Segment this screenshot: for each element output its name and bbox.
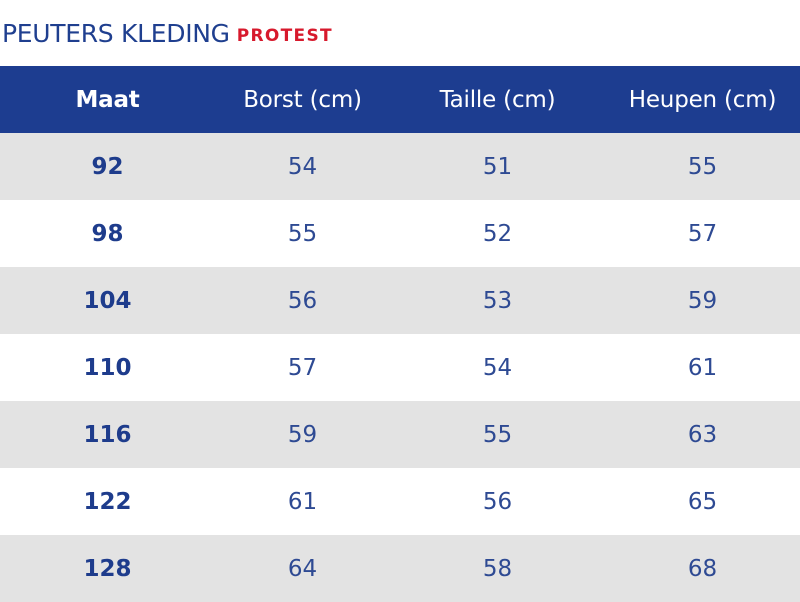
size-cell: 122	[83, 488, 132, 515]
heupen-cell: 61	[687, 354, 718, 381]
heupen-cell: 63	[687, 421, 718, 448]
taille-cell: 53	[482, 287, 513, 314]
page-title: PEUTERS KLEDING PROTEST	[2, 17, 333, 54]
table-row: 92 54 51 55	[0, 133, 800, 200]
table-row: 110 57 54 61	[0, 334, 800, 401]
borst-cell: 55	[287, 220, 318, 247]
table-row: 116 59 55 63	[0, 401, 800, 468]
borst-cell: 57	[287, 354, 318, 381]
borst-cell: 64	[287, 555, 318, 582]
table-row: 98 55 52 57	[0, 200, 800, 267]
size-table: Maat Borst (cm) Taille (cm) Heupen (cm) …	[0, 66, 800, 602]
heupen-cell: 57	[687, 220, 718, 247]
table-header: Maat Borst (cm) Taille (cm) Heupen (cm)	[0, 66, 800, 133]
column-header-maat: Maat	[75, 86, 140, 113]
borst-cell: 56	[287, 287, 318, 314]
column-header-borst: Borst (cm)	[243, 86, 362, 113]
taille-cell: 54	[482, 354, 513, 381]
table-row: 122 61 56 65	[0, 468, 800, 535]
size-cell: 92	[91, 153, 124, 180]
borst-cell: 54	[287, 153, 318, 180]
heupen-cell: 68	[687, 555, 718, 582]
table-body: 92 54 51 55 98 55 52 57 104 56 53 59 110…	[0, 133, 800, 602]
heupen-cell: 59	[687, 287, 718, 314]
size-cell: 104	[83, 287, 132, 314]
table-header-row: Maat Borst (cm) Taille (cm) Heupen (cm)	[0, 66, 800, 133]
column-header-heupen: Heupen (cm)	[628, 86, 777, 113]
table-row: 104 56 53 59	[0, 267, 800, 334]
taille-cell: 58	[482, 555, 513, 582]
column-header-taille: Taille (cm)	[439, 86, 556, 113]
size-cell: 110	[83, 354, 132, 381]
taille-cell: 51	[482, 153, 513, 180]
page-title-text: PEUTERS KLEDING	[2, 19, 230, 48]
title-bar: PEUTERS KLEDING PROTEST	[0, 0, 800, 66]
heupen-cell: 55	[687, 153, 718, 180]
size-cell: 98	[91, 220, 124, 247]
size-cell: 128	[83, 555, 132, 582]
heupen-cell: 65	[687, 488, 718, 515]
taille-cell: 56	[482, 488, 513, 515]
taille-cell: 52	[482, 220, 513, 247]
borst-cell: 59	[287, 421, 318, 448]
size-cell: 116	[83, 421, 132, 448]
brand-label: PROTEST	[236, 26, 333, 46]
table-row: 128 64 58 68	[0, 535, 800, 602]
taille-cell: 55	[482, 421, 513, 448]
borst-cell: 61	[287, 488, 318, 515]
